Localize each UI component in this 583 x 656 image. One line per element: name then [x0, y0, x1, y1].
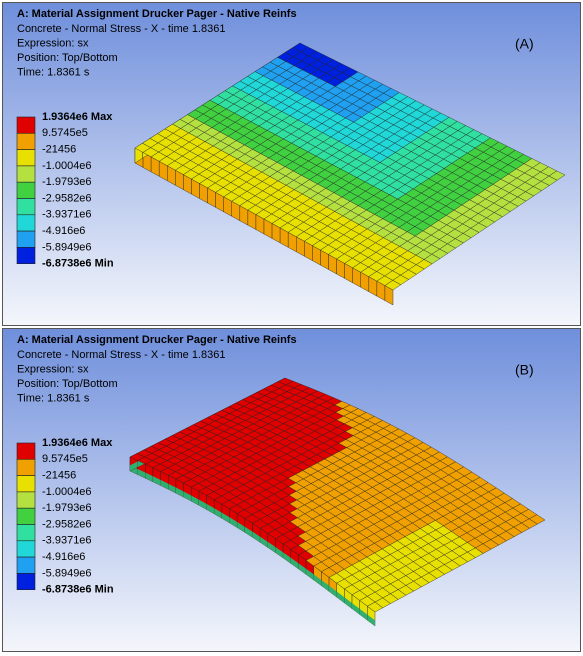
legend-label: -3.9371e6 [42, 535, 92, 547]
side-layer [352, 603, 360, 615]
legend-swatch [16, 116, 36, 134]
side-layer [359, 608, 368, 621]
side-layer [367, 614, 375, 626]
legend-swatch [16, 247, 36, 264]
side-layer [329, 585, 337, 598]
legend-swatch [16, 573, 36, 591]
info-line: Position: Top/Bottom [17, 378, 118, 390]
legend-label: -6.8738e6 Min [42, 258, 114, 270]
legend-label: -5.8949e6 [42, 567, 92, 579]
mesh-cell [384, 280, 402, 291]
side-layer [137, 468, 146, 479]
legend-swatch [16, 181, 36, 199]
info-line: Time: 1.8361 s [17, 392, 90, 404]
side-layer [168, 483, 176, 494]
side-layer [336, 591, 345, 603]
side-layer [244, 526, 253, 538]
panel-tag: (B) [515, 362, 534, 378]
legend-swatch [16, 507, 36, 525]
legend-label: 1.9364e6 Max [42, 111, 113, 123]
model [129, 377, 546, 627]
legend-label: -1.0004e6 [42, 160, 92, 172]
side-layer [290, 557, 299, 569]
side-layer [267, 541, 276, 553]
side-layer [214, 508, 222, 519]
legend-label: -21456 [42, 144, 76, 156]
legend-label: -4.916e6 [42, 551, 85, 563]
side-layer [298, 563, 307, 575]
info-line: Expression: sx [17, 37, 89, 49]
side-layer [175, 487, 184, 498]
side-layer [260, 536, 268, 548]
side-layer [221, 512, 230, 523]
legend-swatch [16, 524, 36, 542]
side-layer [237, 521, 245, 533]
side-layer [198, 499, 207, 510]
side-layer [130, 461, 138, 471]
side-layer [283, 552, 291, 564]
legend-label: -2.9582e6 [42, 192, 92, 204]
panel-tag: (A) [515, 36, 534, 52]
legend-swatch [16, 133, 36, 150]
legend-label: 9.5745e5 [42, 453, 88, 465]
side-layer [344, 597, 353, 609]
panel-title: A: Material Assignment Drucker Pager - N… [17, 8, 297, 20]
legend-swatch [16, 230, 36, 248]
legend-label: -6.8738e6 Min [42, 584, 114, 596]
legend-swatch [16, 491, 36, 509]
mesh-cell [366, 601, 384, 613]
legend-swatch [16, 149, 36, 167]
legend-swatch [16, 458, 36, 476]
side-layer [152, 476, 161, 486]
info-line: Concrete - Normal Stress - X - time 1.83… [17, 349, 225, 361]
legend-swatch [16, 475, 36, 493]
info-line: Concrete - Normal Stress - X - time 1.83… [17, 23, 225, 35]
info-line: Position: Top/Bottom [17, 52, 118, 64]
side-layer [160, 479, 169, 490]
side-layer [191, 495, 199, 506]
side-layer [313, 574, 322, 586]
legend-label: -5.8949e6 [42, 241, 92, 253]
side-layer [252, 531, 261, 543]
side-layer [306, 568, 314, 581]
side-layer [206, 503, 215, 514]
legend-label: -21456 [42, 470, 76, 482]
legend-swatch [16, 198, 36, 216]
legend-label: -1.9793e6 [42, 502, 92, 514]
panel-title: A: Material Assignment Drucker Pager - N… [17, 334, 297, 346]
side-layer [183, 491, 192, 502]
side-layer [321, 580, 330, 592]
legend-label: 9.5745e5 [42, 127, 88, 139]
legend-swatch [16, 442, 36, 460]
legend-swatch [16, 556, 36, 574]
legend-label: -4.916e6 [42, 225, 85, 237]
model [134, 42, 566, 306]
legend-label: 1.9364e6 Max [42, 437, 113, 449]
legend-label: -2.9582e6 [42, 518, 92, 530]
side-layer [229, 517, 238, 528]
info-line: Time: 1.8361 s [17, 66, 90, 78]
legend-swatch [16, 540, 36, 558]
legend-swatch [16, 165, 36, 183]
legend-label: -1.0004e6 [42, 486, 92, 498]
info-line: Expression: sx [17, 363, 89, 375]
side-layer [145, 472, 153, 482]
legend-label: -3.9371e6 [42, 209, 92, 221]
side-layer [275, 547, 284, 558]
legend-swatch [16, 214, 36, 232]
legend-label: -1.9793e6 [42, 176, 92, 188]
